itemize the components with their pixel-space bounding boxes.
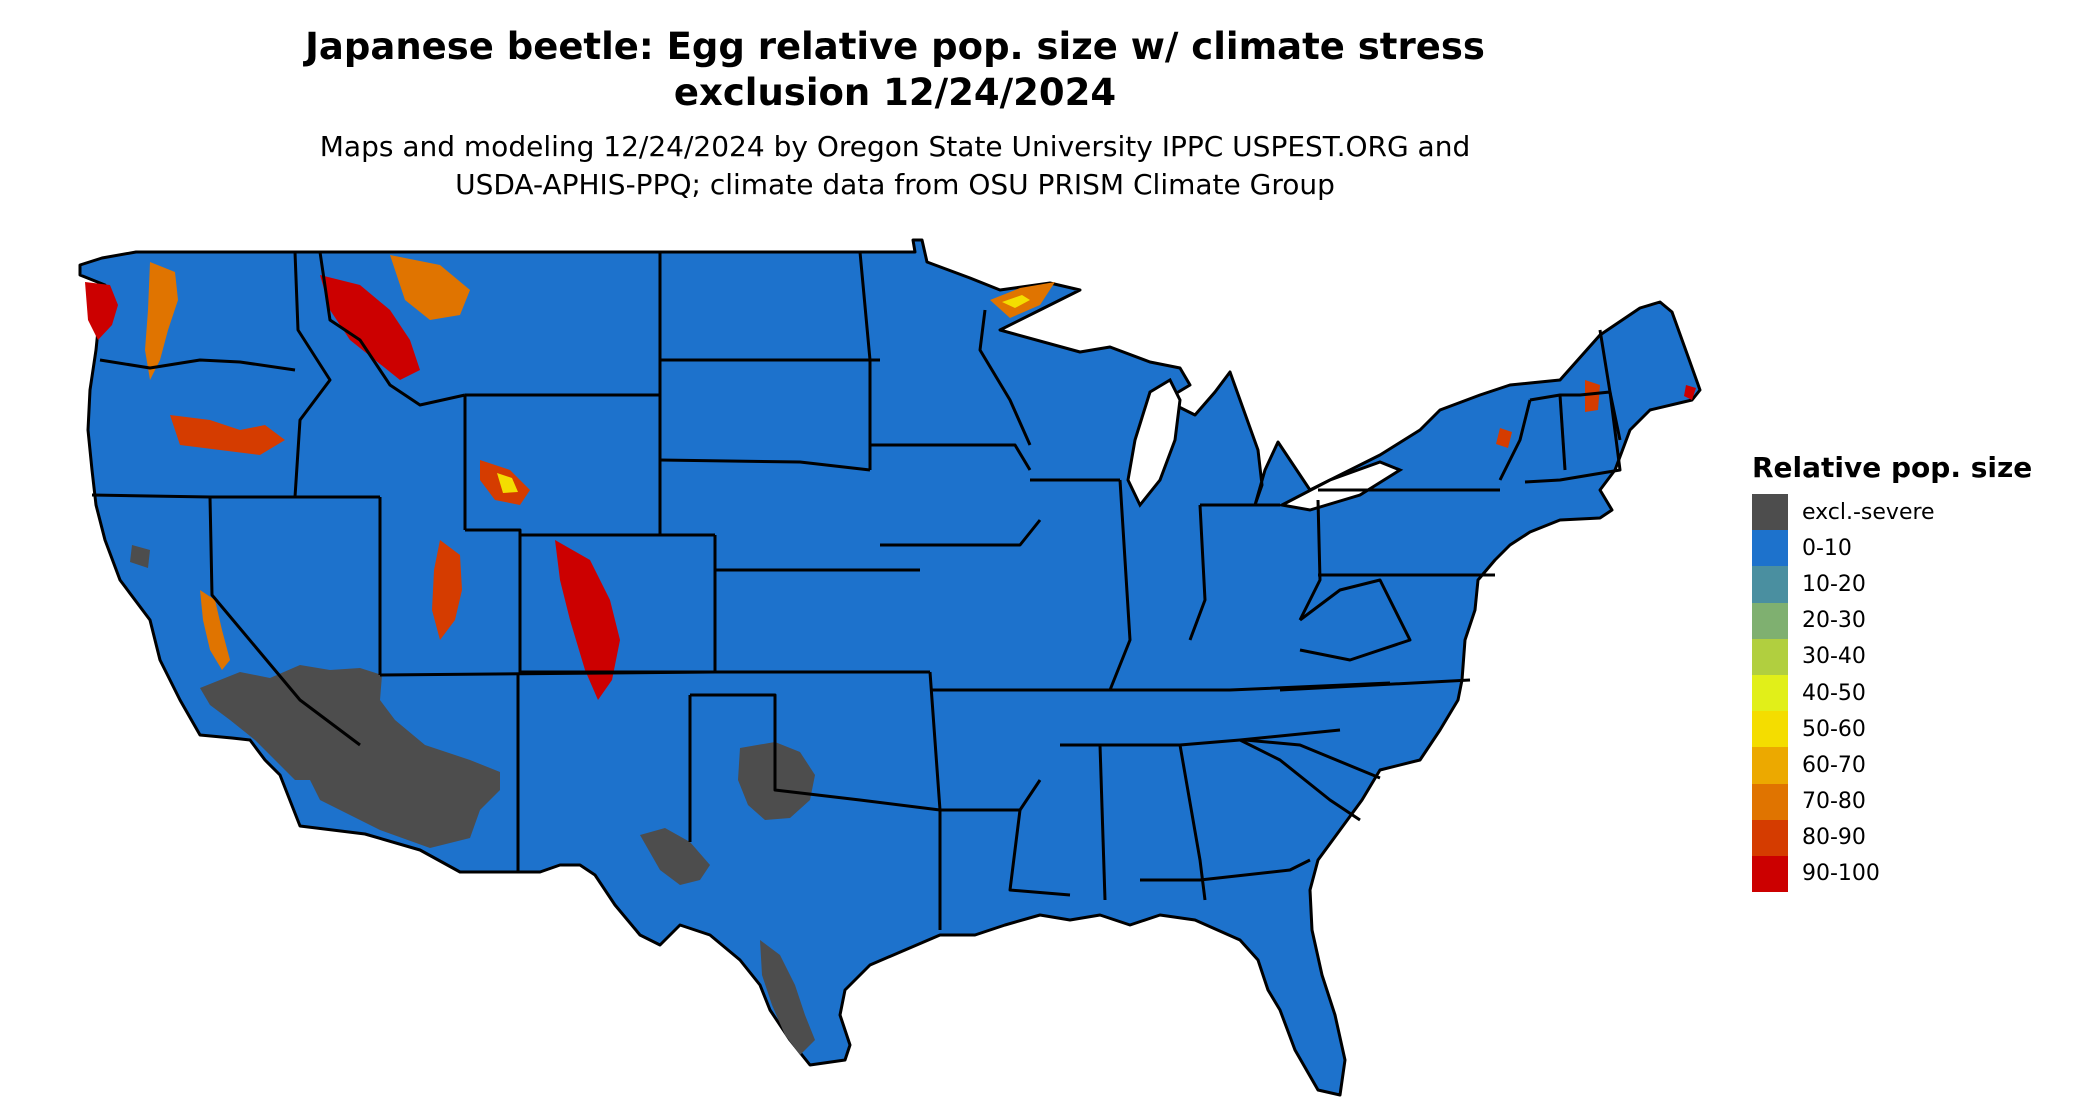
boundary-mn-wi [978, 309, 1032, 446]
boundary-nc-sc [1244, 738, 1381, 780]
conus-landmass [78, 238, 1702, 1097]
boundary-wa-or [99, 358, 296, 372]
legend-swatch [1752, 747, 1788, 784]
legend-item: 40-50 [1752, 674, 2032, 712]
subtitle-line-2: USDA-APHIS-PPQ; climate data from OSU PR… [455, 168, 1335, 201]
boundary-tn-south [1060, 728, 1341, 747]
legend-swatch [1752, 638, 1788, 675]
us-map [78, 238, 1702, 1097]
legend-swatch [1752, 566, 1788, 603]
boundary-ia-north [870, 443, 1032, 471]
legend-label: 90-100 [1802, 861, 1880, 887]
boundary-oh-east [1298, 499, 1322, 621]
legend-label: 30-40 [1802, 644, 1866, 670]
boundary-ny-east [1498, 399, 1532, 481]
hotspot-superior-yellow [1002, 295, 1030, 308]
hotspot-colorado-rockies [555, 540, 620, 700]
legend-item: 90-100 [1752, 855, 2032, 893]
excluded-south-texas [760, 940, 815, 1055]
hotspot-montana [390, 255, 470, 320]
title-line-2: exclusion 12/24/2024 [673, 71, 1117, 114]
boundary-ia-mo [880, 519, 1042, 547]
boundary-ga-sc [1239, 738, 1361, 822]
legend-label: 0-10 [1802, 535, 1852, 561]
hotspot-new-hampshire [1585, 380, 1600, 412]
map-title: Japanese beetle: Egg relative pop. size … [0, 24, 1790, 116]
legend-item: 80-90 [1752, 819, 2032, 856]
hotspot-sierra-nevada [200, 590, 230, 670]
boundary-tx-panhandle [690, 693, 941, 812]
excluded-desert-southwest [200, 665, 500, 848]
boundary-ky-tn [1050, 681, 1391, 692]
legend-swatch [1752, 855, 1788, 893]
boundary-sd-ne [659, 458, 871, 472]
legend-label: 70-80 [1802, 789, 1866, 815]
legend: Relative pop. size excl.-severe 0-10 10-20… [1752, 448, 2033, 893]
title-line-1: Japanese beetle: Egg relative pop. size … [305, 25, 1485, 68]
lake-erie [1277, 460, 1404, 512]
boundary-al-ga [1178, 744, 1207, 901]
boundary-ga-fl [1140, 858, 1311, 882]
legend-label: 20-30 [1802, 608, 1866, 634]
great-lakes [1126, 377, 1404, 512]
boundary-ms-al [1098, 744, 1107, 901]
legend-item: 60-70 [1752, 747, 2032, 784]
state-boundaries [91, 251, 1622, 930]
boundary-mn-west [858, 251, 872, 470]
legend-label: excl.-severe [1802, 499, 1935, 525]
legend-item: 50-60 [1752, 711, 2032, 748]
excluded-california-valley [130, 545, 150, 568]
legend-item: 10-20 [1752, 566, 2032, 603]
boundary-va-nc [1279, 678, 1471, 692]
legend-label: 50-60 [1802, 716, 1866, 742]
map-subtitle: Maps and modeling 12/24/2024 by Oregon S… [0, 128, 1790, 204]
hotspot-cascades [145, 262, 178, 380]
legend-swatch [1752, 494, 1788, 531]
boundary-la-ms [1008, 809, 1071, 897]
legend-item: 30-40 [1752, 638, 2032, 675]
hotspot-patches [85, 255, 1696, 700]
legend-item: 0-10 [1752, 530, 2032, 567]
boundary-id-west [293, 251, 332, 498]
boundary-nh-me [1598, 329, 1622, 441]
hotspot-adirondacks [1496, 428, 1512, 448]
hotspot-wyoming-yellow [497, 473, 518, 493]
boundary-wv [1299, 578, 1412, 662]
legend-label: 10-20 [1802, 571, 1866, 597]
legend-items: excl.-severe 0-10 10-20 20-30 30-40 40-50 50-6… [1752, 494, 2032, 893]
boundary-ca-nv [208, 496, 361, 747]
boundary-id-mt [318, 251, 466, 407]
legend-swatch [1752, 783, 1788, 820]
boundary-in-east [1188, 504, 1207, 641]
excluded-big-bend [640, 828, 710, 885]
legend-item: excl.-severe [1752, 494, 2032, 531]
boundary-wy-co-ut [465, 528, 522, 675]
legend-swatch [1752, 530, 1788, 567]
hotspot-washington-coast [85, 282, 118, 340]
legend-swatch [1752, 711, 1788, 748]
hotspot-utah-wasatch [432, 540, 462, 640]
boundary-il-east [1108, 479, 1132, 691]
subtitle-line-1: Maps and modeling 12/24/2024 by Oregon S… [319, 130, 1471, 163]
legend-swatch [1752, 602, 1788, 639]
legend-item: 20-30 [1752, 602, 2032, 639]
legend-label: 60-70 [1802, 752, 1866, 778]
hotspot-oregon-blue-mtns [170, 415, 285, 455]
legend-label: 80-90 [1802, 825, 1866, 851]
hotspot-idaho-rockies [320, 275, 420, 380]
legend-swatch [1752, 674, 1788, 712]
legend-swatch [1752, 819, 1788, 856]
legend-label: 40-50 [1802, 680, 1866, 706]
boundary-vt-nh [1558, 394, 1567, 471]
legend-title: Relative pop. size [1752, 451, 2033, 484]
lake-michigan [1126, 377, 1182, 508]
legend-item: 70-80 [1752, 783, 2032, 820]
hotspot-maine-coast [1684, 385, 1696, 400]
